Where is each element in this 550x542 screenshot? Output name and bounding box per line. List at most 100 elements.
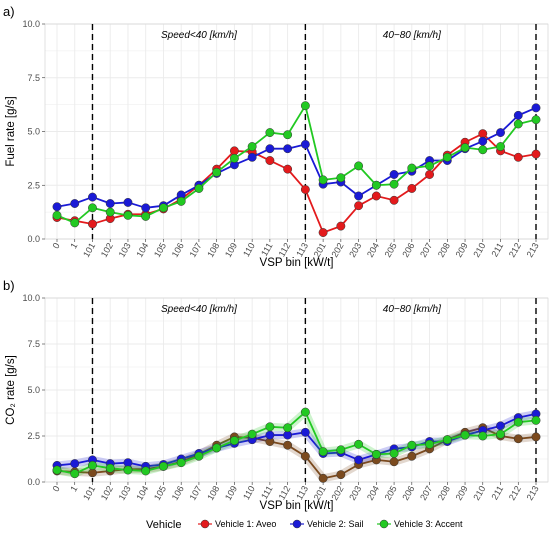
y-tick-label: 0.0: [27, 477, 40, 487]
x-tick-label: 212: [507, 241, 523, 259]
speed-range-annotation: 40−80 [km/h]: [383, 30, 441, 41]
x-tick-label: 109: [223, 484, 239, 502]
data-point: [531, 415, 541, 425]
data-point: [478, 431, 488, 441]
x-tick-label: 107: [187, 484, 203, 502]
data-point: [229, 436, 239, 446]
data-point: [371, 191, 381, 201]
data-point: [300, 185, 310, 195]
data-point: [158, 461, 168, 471]
data-point: [88, 460, 97, 470]
data-point: [478, 129, 488, 139]
x-tick-label: 203: [347, 484, 363, 502]
data-point: [389, 195, 399, 205]
x-tick-label: 110: [241, 241, 257, 258]
data-point: [123, 210, 133, 220]
data-point: [318, 473, 328, 483]
x-tick-label: 111: [259, 241, 275, 258]
legend-swatch-marker: [200, 519, 210, 529]
data-point: [318, 447, 328, 457]
data-point: [247, 429, 257, 439]
data-point: [336, 445, 346, 455]
data-point: [283, 164, 293, 174]
x-tick-label: 1: [68, 484, 79, 493]
data-point: [212, 443, 222, 453]
x-tick-label: 206: [400, 484, 416, 502]
speed-range-annotation: Speed<40 [km/h]: [161, 30, 237, 41]
x-tick-label: 105: [152, 484, 168, 502]
data-point: [52, 465, 62, 475]
y-tick-label: 0.0: [27, 234, 40, 244]
x-tick-label: 204: [365, 241, 381, 259]
x-tick-label: 211: [489, 241, 505, 258]
data-point: [123, 465, 133, 475]
data-point: [407, 440, 417, 450]
y-tick-label: 5.0: [27, 385, 40, 395]
x-tick-label: 207: [418, 484, 434, 502]
panel-label: a): [3, 4, 15, 19]
x-tick-label: 106: [170, 484, 186, 502]
y-tick-label: 2.5: [27, 180, 40, 190]
data-point: [105, 199, 115, 208]
data-point: [513, 110, 523, 120]
data-point: [105, 207, 115, 217]
data-point: [229, 146, 239, 156]
x-tick-label: 113: [294, 241, 310, 258]
data-point: [88, 192, 97, 202]
data-point: [531, 115, 541, 125]
data-point: [336, 470, 346, 480]
data-point: [283, 440, 293, 450]
data-point: [389, 179, 399, 189]
x-tick-label: 104: [134, 241, 150, 259]
x-tick-label: 109: [223, 241, 239, 259]
data-point: [52, 210, 62, 220]
data-point: [212, 167, 222, 177]
data-point: [70, 459, 80, 469]
x-tick-label: 101: [81, 484, 97, 502]
data-point: [318, 228, 328, 238]
series-line: [56, 104, 537, 224]
data-point: [371, 449, 381, 459]
data-point: [389, 170, 399, 179]
data-point: [70, 469, 80, 479]
x-tick-label: 106: [170, 241, 186, 259]
data-point: [300, 451, 310, 461]
data-point: [70, 218, 80, 228]
data-point: [70, 199, 80, 208]
x-tick-label: 0: [51, 241, 62, 250]
data-point: [52, 202, 62, 212]
x-tick-label: 108: [205, 484, 221, 502]
data-point: [354, 191, 364, 201]
data-point: [354, 201, 364, 211]
data-point: [247, 142, 257, 152]
legend-title: Vehicle: [146, 519, 181, 531]
x-tick-label: 102: [99, 484, 115, 502]
y-axis-title: CO₂ rate [g/s]: [5, 355, 17, 425]
x-tick-label: 1: [68, 241, 79, 250]
legend: Vehicle Vehicle 1: Aveo Vehicle 2: Sail Veh…: [146, 519, 463, 531]
data-point: [389, 457, 399, 467]
data-point: [425, 161, 435, 171]
data-point: [354, 455, 364, 465]
x-tick-label: 105: [152, 241, 168, 259]
data-point: [389, 449, 399, 458]
x-tick-label: 101: [81, 241, 97, 259]
legend-swatch-marker: [292, 519, 302, 529]
x-tick-label: 209: [454, 241, 470, 259]
data-point: [442, 152, 452, 162]
x-tick-label: 112: [277, 241, 293, 258]
data-point: [247, 152, 257, 162]
data-point: [513, 434, 523, 444]
y-axis-title: Fuel rate [g/s]: [5, 96, 17, 166]
series-line: [56, 426, 537, 480]
data-point: [496, 128, 505, 138]
x-tick-label: 110: [241, 484, 257, 501]
data-point: [194, 451, 204, 461]
data-point: [496, 429, 505, 439]
data-point: [513, 119, 523, 129]
x-tick-label: 0: [51, 484, 62, 493]
data-point: [283, 144, 293, 154]
x-tick-label: 204: [365, 484, 381, 502]
y-tick-label: 5.0: [27, 127, 40, 137]
